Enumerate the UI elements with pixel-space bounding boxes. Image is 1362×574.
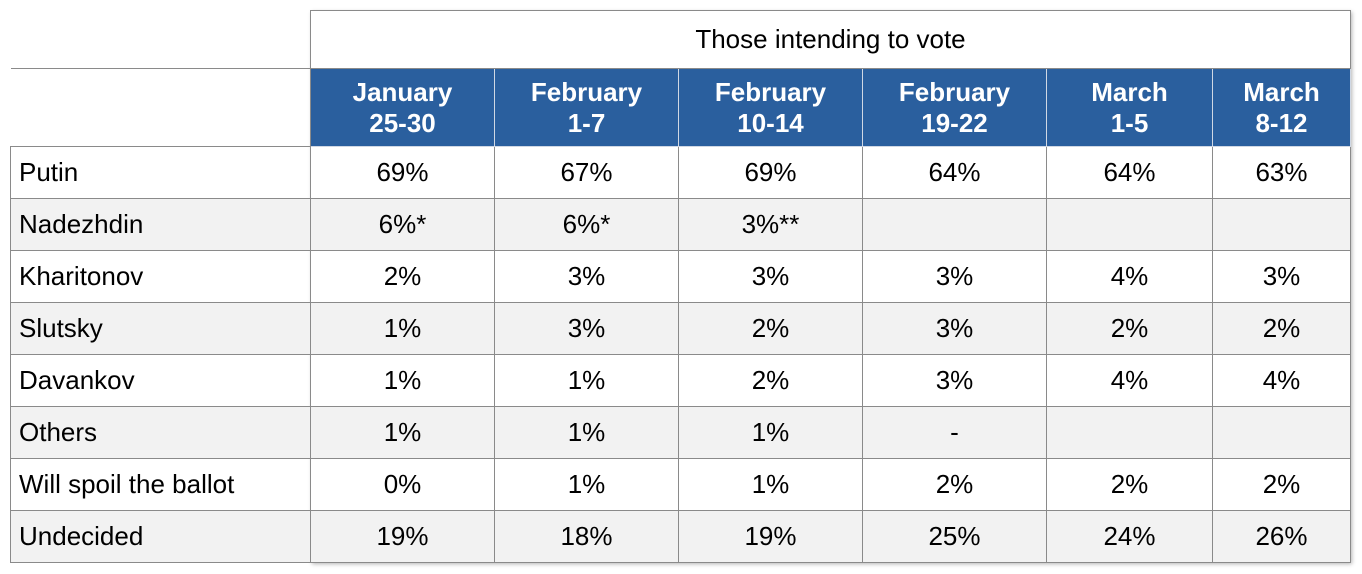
- row-label: Others: [10, 406, 311, 459]
- table-cell: 3%: [1212, 250, 1351, 303]
- table-cell: 1%: [494, 458, 679, 511]
- table-row: Undecided 19% 18% 19% 25% 24% 26%: [10, 510, 1351, 563]
- table-cell: 3%: [678, 250, 863, 303]
- table-cell: 19%: [678, 510, 863, 563]
- table-cell: 1%: [678, 458, 863, 511]
- table-cell: 2%: [310, 250, 495, 303]
- table-cell: 69%: [310, 146, 495, 199]
- table-cell: 2%: [1212, 302, 1351, 355]
- table-row: Davankov 1% 1% 2% 3% 4% 4%: [10, 354, 1351, 407]
- table-cell: 6%*: [310, 198, 495, 251]
- row-label: Slutsky: [10, 302, 311, 355]
- empty-cell: [862, 198, 1047, 251]
- column-header-line: 1-7: [567, 107, 606, 138]
- column-header: March 8-12: [1212, 68, 1351, 147]
- column-header: March 1-5: [1046, 68, 1213, 147]
- column-header: February 10-14: [678, 68, 863, 147]
- table-cell: -: [862, 406, 1047, 459]
- row-label: Will spoil the ballot: [10, 458, 311, 511]
- table-cell: 3%**: [678, 198, 863, 251]
- table-cell: 4%: [1046, 354, 1213, 407]
- column-header-line: 1-5: [1110, 107, 1149, 138]
- column-header-line: 19-22: [921, 107, 988, 138]
- table-row: Will spoil the ballot 0% 1% 1% 2% 2% 2%: [10, 458, 1351, 511]
- table-row: Nadezhdin 6%* 6%* 3%**: [10, 198, 1351, 251]
- column-header-line: 10-14: [737, 107, 804, 138]
- corner: [10, 68, 311, 147]
- column-header-line: 25-30: [369, 107, 436, 138]
- row-label: Nadezhdin: [10, 198, 311, 251]
- column-header: February 1-7: [494, 68, 679, 147]
- empty-cell: [1212, 406, 1351, 459]
- table-cell: 19%: [310, 510, 495, 563]
- table-cell: 1%: [494, 354, 679, 407]
- table-cell: 24%: [1046, 510, 1213, 563]
- table-cell: 1%: [310, 354, 495, 407]
- empty-cell: [1212, 198, 1351, 251]
- table-row: Others 1% 1% 1% -: [10, 406, 1351, 459]
- table-cell: 2%: [1212, 458, 1351, 511]
- row-label: Kharitonov: [10, 250, 311, 303]
- table-cell: 2%: [678, 354, 863, 407]
- table-cell: 26%: [1212, 510, 1351, 563]
- table-cell: 67%: [494, 146, 679, 199]
- table-cell: 2%: [862, 458, 1047, 511]
- table-cell: 0%: [310, 458, 495, 511]
- table-cell: 3%: [862, 250, 1047, 303]
- column-header-line: 8-12: [1255, 107, 1308, 138]
- column-header-line: March: [1091, 76, 1168, 107]
- table-cell: 2%: [1046, 302, 1213, 355]
- table-cell: 4%: [1212, 354, 1351, 407]
- table-row: Kharitonov 2% 3% 3% 3% 4% 3%: [10, 250, 1351, 303]
- column-header-line: January: [352, 76, 453, 107]
- column-header-line: March: [1243, 76, 1320, 107]
- corner: [10, 10, 311, 69]
- table-cell: 4%: [1046, 250, 1213, 303]
- table-cell: 3%: [862, 354, 1047, 407]
- table-cell: 25%: [862, 510, 1047, 563]
- column-header: February 19-22: [862, 68, 1047, 147]
- row-label: Putin: [10, 146, 311, 199]
- table-cell: 1%: [310, 302, 495, 355]
- table-cell: 3%: [494, 250, 679, 303]
- table-cell: 69%: [678, 146, 863, 199]
- table-cell: 18%: [494, 510, 679, 563]
- table-cell: 1%: [678, 406, 863, 459]
- table-cell: 2%: [678, 302, 863, 355]
- empty-cell: [1046, 406, 1213, 459]
- row-label: Davankov: [10, 354, 311, 407]
- table-row: Slutsky 1% 3% 2% 3% 2% 2%: [10, 302, 1351, 355]
- table-cell: 63%: [1212, 146, 1351, 199]
- column-header-line: February: [714, 76, 827, 107]
- table-cell: 3%: [494, 302, 679, 355]
- table-cell: 6%*: [494, 198, 679, 251]
- table-row: Putin 69% 67% 69% 64% 64% 63%: [10, 146, 1351, 199]
- column-header-line: February: [530, 76, 643, 107]
- group-header: Those intending to vote: [310, 10, 1351, 69]
- table-cell: 3%: [862, 302, 1047, 355]
- column-header: January 25-30: [310, 68, 495, 147]
- table-cell: 64%: [862, 146, 1047, 199]
- table-cell: 2%: [1046, 458, 1213, 511]
- row-label: Undecided: [10, 510, 311, 563]
- empty-cell: [1046, 198, 1213, 251]
- poll-table: Those intending to vote January 25-30 Febr…: [10, 10, 1351, 563]
- table-cell: 1%: [310, 406, 495, 459]
- table-cell: 64%: [1046, 146, 1213, 199]
- table-cell: 1%: [494, 406, 679, 459]
- column-header-line: February: [898, 76, 1011, 107]
